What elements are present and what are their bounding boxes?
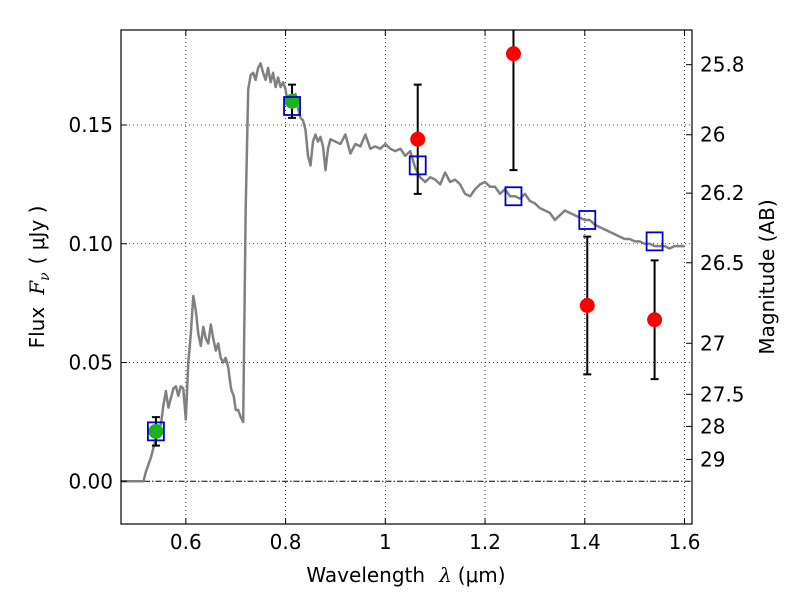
y-tick-label: 0.15 — [68, 113, 113, 137]
x-tick-label: 1.4 — [569, 530, 601, 554]
x-tick-label: 1 — [379, 530, 392, 554]
plot-frame — [120, 29, 693, 525]
y-tick-label: 0.00 — [68, 469, 113, 493]
x-tick-label: 1.6 — [669, 530, 701, 554]
model-photometry-square — [408, 155, 427, 176]
model-photometry-square — [283, 96, 301, 116]
model-photometry-square — [578, 210, 597, 230]
photometry-point — [284, 93, 300, 109]
photometry-point — [647, 312, 663, 328]
photometry-point — [410, 131, 426, 147]
y-tick-label: 0.10 — [68, 232, 113, 256]
magnitude-axis: 25.8 26 26.2 26.5 27 27.5 28 29 — [686, 53, 745, 471]
plot-area — [121, 30, 685, 483]
y-axis-label: FluxFν( μJy ) — [25, 206, 53, 349]
magnitude-tick-label: 26.5 — [700, 251, 745, 275]
model-photometry-square — [504, 186, 523, 207]
model-photometry-square — [645, 231, 664, 252]
magnitude-tick-label: 27.5 — [700, 382, 745, 406]
magnitude-tick-label: 28 — [700, 414, 725, 438]
photometry-point — [579, 298, 595, 313]
y-axis: 0.00 0.05 0.10 0.15 — [68, 113, 127, 493]
magnitude-tick-label: 26.2 — [700, 181, 745, 205]
x-tick-label: 0.8 — [270, 530, 302, 554]
magnitude-tick-label: 29 — [700, 447, 725, 471]
magnitude-tick-label: 27 — [700, 331, 725, 355]
x-tick-label: 1.2 — [469, 530, 501, 554]
x-axis-label: Wavelength λ (μm) — [306, 563, 505, 587]
photometry-point — [148, 423, 164, 439]
sed-model-line — [121, 62, 685, 483]
x-axis: 0.6 0.8 1 1.2 1.4 1.6 — [170, 30, 701, 554]
y-tick-label: 0.05 — [68, 351, 113, 375]
x-tick-label: 0.6 — [170, 530, 202, 554]
magnitude-tick-label: 25.8 — [700, 53, 745, 77]
model-photometry-square — [147, 421, 165, 442]
magnitude-tick-label: 26 — [700, 123, 725, 147]
photometry-point — [505, 46, 521, 62]
magnitude-axis-label: Magnitude (AB) — [755, 199, 779, 354]
